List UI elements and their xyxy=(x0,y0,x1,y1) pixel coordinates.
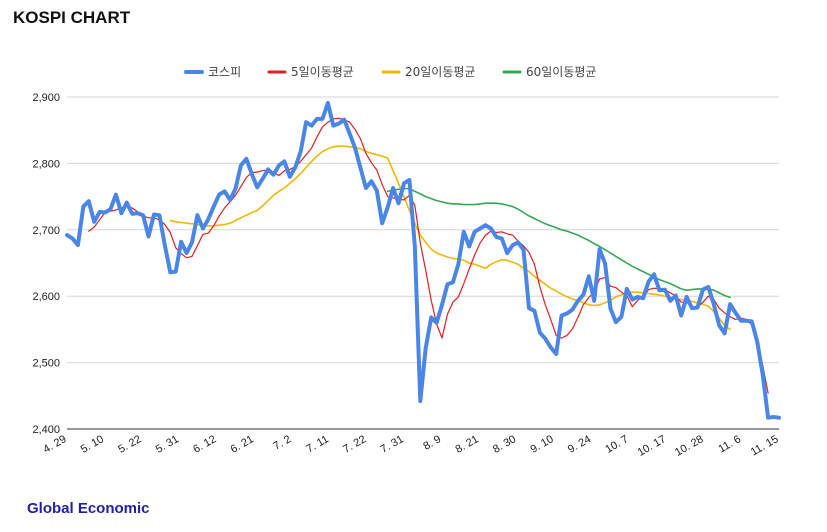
x-tick-label: 8. 9 xyxy=(421,433,443,453)
series-line-ma5 xyxy=(88,117,769,394)
legend-label-ma20: 20일이동평균 xyxy=(405,65,475,79)
series-line-ma60 xyxy=(386,187,731,299)
x-tick-label: 11. 6 xyxy=(717,433,743,455)
x-tick-label: 7. 11 xyxy=(304,433,330,455)
series-line-kospi xyxy=(65,101,781,420)
x-tick-label: 8. 30 xyxy=(491,433,518,456)
x-tick-label: 10. 7 xyxy=(603,433,630,456)
y-tick-label: 2,900 xyxy=(32,92,60,104)
x-tick-label: 7. 31 xyxy=(379,433,406,456)
page-title: KOSPI CHART xyxy=(13,8,131,27)
y-tick-label: 2,600 xyxy=(32,291,60,303)
x-tick-label: 4. 29 xyxy=(41,433,68,456)
legend: 코스피 5일이동평균 20일이동평균 60일이동평균 xyxy=(184,65,596,79)
x-tick-label: 9. 10 xyxy=(528,433,555,456)
y-tick-label: 2,400 xyxy=(32,424,60,436)
y-tick-label: 2,800 xyxy=(32,158,60,170)
y-tick-label: 2,700 xyxy=(32,225,60,237)
legend-label-ma60: 60일이동평균 xyxy=(526,65,596,79)
x-tick-label: 6. 12 xyxy=(191,433,218,456)
legend-label-kospi: 코스피 xyxy=(208,65,241,79)
x-tick-label: 10. 28 xyxy=(673,433,705,459)
x-tick-label: 5. 22 xyxy=(116,433,143,456)
legend-label-ma5: 5일이동평균 xyxy=(291,65,354,79)
x-tick-label: 8. 21 xyxy=(454,433,481,456)
y-axis-tick-labels: 2,400 2,500 2,600 2,700 2,800 2,900 xyxy=(32,92,60,436)
x-tick-label: 10. 17 xyxy=(636,433,668,459)
x-tick-label: 9. 24 xyxy=(566,433,593,456)
x-tick-label: 5. 10 xyxy=(79,433,106,456)
series-lines xyxy=(65,101,781,420)
y-tick-label: 2,500 xyxy=(32,358,60,370)
x-tick-label: 11. 15 xyxy=(749,433,781,458)
x-tick-label: 6. 21 xyxy=(229,433,256,456)
x-tick-label: 5. 31 xyxy=(154,433,181,456)
footer-brand: Global Economic xyxy=(27,500,150,517)
series-line-ma20 xyxy=(169,145,731,331)
x-axis-tick-labels: 4. 29 5. 10 5. 22 5. 31 6. 12 6. 21 7. 2 7. 11 7… xyxy=(41,433,780,459)
x-tick-label: 7. 22 xyxy=(341,433,368,456)
x-tick-label: 7. 2 xyxy=(271,433,293,453)
